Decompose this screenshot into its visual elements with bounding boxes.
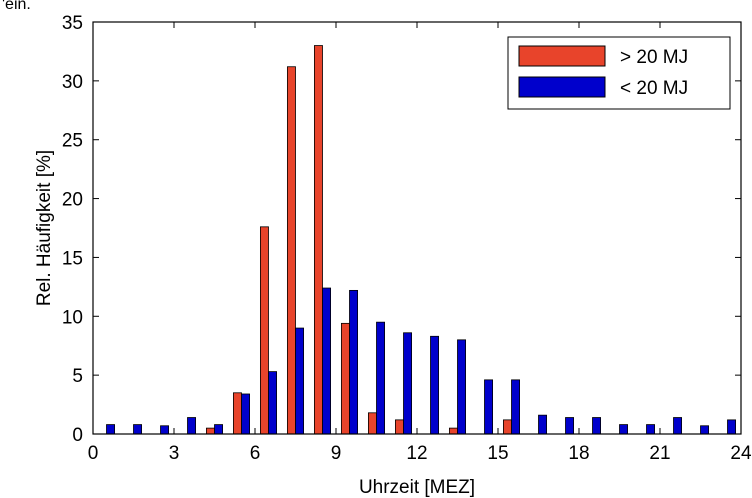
- bar-below-20mj-3: [187, 417, 196, 435]
- bar-below-20mj-18: [592, 417, 602, 435]
- bar-below-20mj-22: [700, 425, 710, 435]
- y-tick-label: 10: [62, 307, 83, 328]
- x-tick-label: 12: [406, 443, 427, 464]
- bar-above-20mj-11: [394, 419, 404, 435]
- legend-label-above-20mj: > 20 MJ: [620, 47, 688, 68]
- bar-below-20mj-14: [484, 379, 494, 435]
- x-tick-label: 18: [568, 443, 589, 464]
- bar-below-20mj-13: [457, 339, 467, 435]
- y-tick-label: 15: [62, 248, 83, 269]
- bars-group: [106, 45, 737, 435]
- bar-below-20mj-10: [376, 321, 386, 435]
- y-axis-label: Rel. Häufigkeit [%]: [34, 150, 55, 306]
- bar-above-20mj-13: [448, 427, 458, 435]
- x-tick-label: 15: [487, 443, 508, 464]
- bar-above-20mj-8: [313, 45, 323, 435]
- x-tick-label: 6: [250, 443, 261, 464]
- bar-below-20mj-21: [673, 417, 683, 435]
- y-tick-label: 20: [62, 190, 83, 211]
- x-tick-label: 3: [169, 443, 180, 464]
- legend-label-below-20mj: < 20 MJ: [620, 78, 688, 99]
- y-tick-label: 0: [72, 425, 83, 446]
- x-tick-label: 9: [331, 443, 342, 464]
- bar-below-20mj-0: [106, 424, 115, 435]
- bar-below-20mj-20: [646, 424, 656, 435]
- bar-below-20mj-5: [241, 393, 250, 435]
- bar-below-20mj-12: [430, 335, 440, 435]
- bar-below-20mj-8: [322, 287, 332, 435]
- cropped-text-fragment: 'ein.: [2, 0, 31, 13]
- bar-above-20mj-6: [259, 226, 269, 435]
- x-tick-label: 0: [88, 443, 99, 464]
- x-tick-label: 24: [730, 443, 752, 464]
- bar-below-20mj-6: [268, 371, 278, 435]
- bar-below-20mj-7: [295, 327, 305, 435]
- bar-above-20mj-5: [232, 392, 242, 435]
- bar-above-20mj-10: [367, 412, 377, 435]
- legend-swatch-below-20mj: [518, 76, 606, 98]
- bar-below-20mj-17: [565, 417, 575, 435]
- legend-swatch-above-20mj: [518, 45, 606, 67]
- y-tick-label: 25: [62, 131, 83, 152]
- bar-below-20mj-1: [133, 424, 142, 435]
- bar-above-20mj-9: [340, 322, 350, 435]
- bar-below-20mj-9: [349, 289, 359, 435]
- x-axis-label: Uhrzeit [MEZ]: [359, 477, 475, 498]
- legend: > 20 MJ < 20 MJ: [507, 36, 731, 110]
- bar-below-20mj-19: [619, 424, 629, 435]
- x-tick-label: 21: [649, 443, 670, 464]
- bar-above-20mj-15: [502, 419, 512, 435]
- y-tick-label: 5: [72, 366, 83, 387]
- bar-above-20mj-4: [205, 427, 215, 435]
- bar-below-20mj-15: [511, 379, 521, 435]
- y-tick-label: 35: [62, 13, 83, 34]
- axis-ticks: 0 3 6 9 12 15 18 21 24 0 5 10 15 20 25 30 35: [62, 13, 752, 464]
- bar-below-20mj-23: [727, 419, 737, 435]
- bar-below-20mj-11: [403, 332, 413, 435]
- bar-below-20mj-2: [160, 425, 169, 435]
- bar-below-20mj-4: [214, 424, 223, 435]
- bar-above-20mj-7: [286, 66, 296, 435]
- bar-below-20mj-16: [538, 414, 548, 435]
- y-tick-label: 30: [62, 72, 83, 93]
